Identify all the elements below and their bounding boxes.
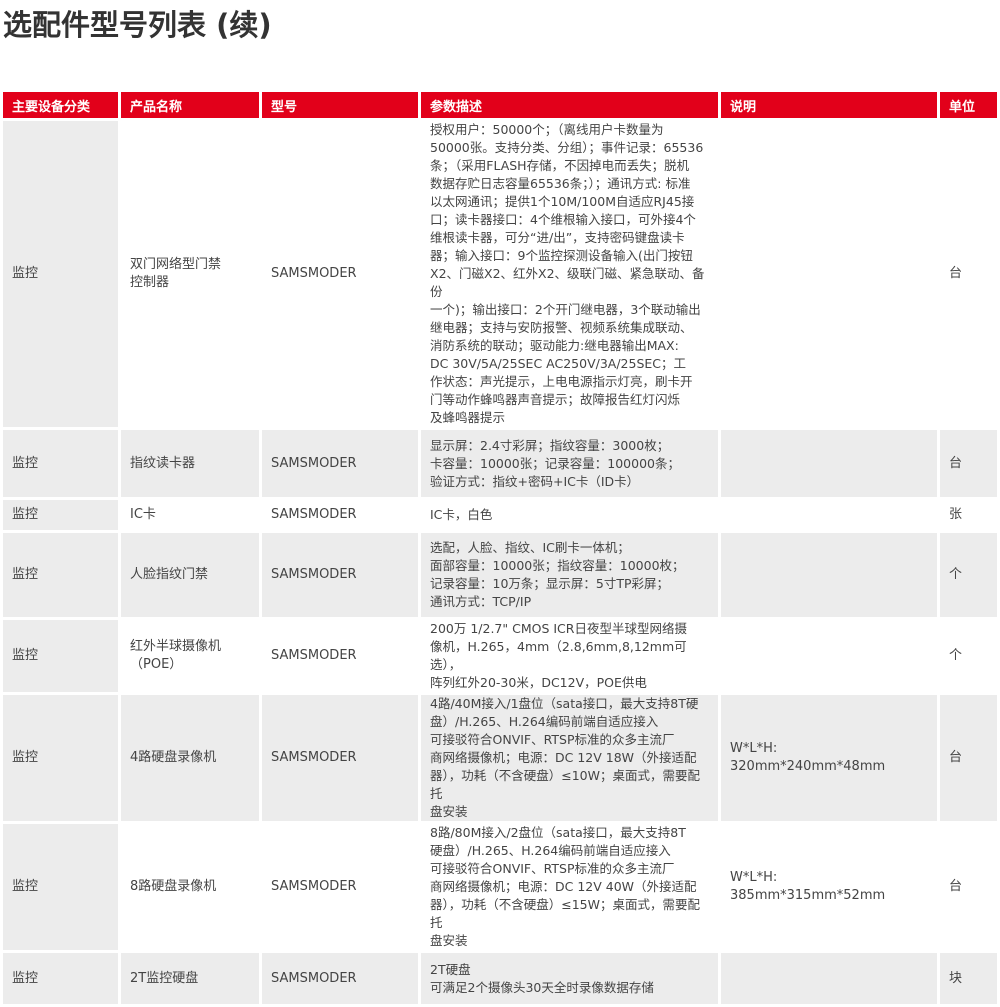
cell-unit: 台 [940,121,997,427]
header-unit: 单位 [940,92,997,118]
table-header: 主要设备分类 产品名称 型号 参数描述 说明 单位 [3,92,997,118]
cell-params: 200万 1/2.7" CMOS ICR日夜型半球型网络摄 像机，H.265，4… [421,620,718,692]
table-row: 监控 IC卡 SAMSMODER IC卡，白色 张 [3,500,997,530]
cell-unit: 台 [940,824,997,950]
cell-params: 2T硬盘 可满足2个摄像头30天全时录像数据存储 [421,953,718,1004]
accessory-table: 主要设备分类 产品名称 型号 参数描述 说明 单位 监控 双门网络型门禁 控制器 S… [0,89,1000,1007]
cell-model: SAMSMODER [262,620,418,692]
cell-note [721,620,937,692]
cell-note [721,953,937,1004]
cell-unit: 块 [940,953,997,1004]
cell-params: 授权用户：50000个；（离线用户卡数量为 50000张。支持分类、分组）；事件… [421,121,718,427]
cell-model: SAMSMODER [262,953,418,1004]
cell-category: 监控 [3,824,118,950]
cell-unit: 张 [940,500,997,530]
cell-category: 监控 [3,430,118,497]
cell-model: SAMSMODER [262,824,418,950]
page-title: 选配件型号列表 (续) [3,8,272,42]
cell-name: 红外半球摄像机 （POE） [121,620,259,692]
cell-name: 4路硬盘录像机 [121,695,259,821]
table-row: 监控 2T监控硬盘 SAMSMODER 2T硬盘 可满足2个摄像头30天全时录像数据存… [3,953,997,1004]
cell-model: SAMSMODER [262,430,418,497]
cell-note [721,121,937,427]
header-category: 主要设备分类 [3,92,118,118]
cell-params: 4路/40M接入/1盘位（sata接口，最大支持8T硬 盘）/H.265、H.2… [421,695,718,821]
cell-note: W*L*H: 320mm*240mm*48mm [721,695,937,821]
cell-name: 双门网络型门禁 控制器 [121,121,259,427]
cell-params: 8路/80M接入/2盘位（sata接口，最大支持8T 硬盘）/H.265、H.2… [421,824,718,950]
cell-name: 8路硬盘录像机 [121,824,259,950]
cell-name: IC卡 [121,500,259,530]
cell-category: 监控 [3,533,118,617]
cell-category: 监控 [3,620,118,692]
cell-note [721,430,937,497]
table-row: 监控 人脸指纹门禁 SAMSMODER 选配，人脸、指纹、IC刷卡一体机； 面部容量：… [3,533,997,617]
table-row: 监控 8路硬盘录像机 SAMSMODER 8路/80M接入/2盘位（sata接口，最大… [3,824,997,950]
cell-note [721,500,937,530]
cell-unit: 台 [940,430,997,497]
header-name: 产品名称 [121,92,259,118]
cell-name: 人脸指纹门禁 [121,533,259,617]
table-row: 监控 指纹读卡器 SAMSMODER 显示屏：2.4寸彩屏；指纹容量：3000枚； 卡… [3,430,997,497]
cell-category: 监控 [3,695,118,821]
header-model: 型号 [262,92,418,118]
header-note: 说明 [721,92,937,118]
cell-unit: 个 [940,620,997,692]
header-params: 参数描述 [421,92,718,118]
cell-unit: 台 [940,695,997,821]
cell-name: 指纹读卡器 [121,430,259,497]
table-row: 监控 双门网络型门禁 控制器 SAMSMODER 授权用户：50000个；（离线用户卡… [3,121,997,427]
cell-model: SAMSMODER [262,121,418,427]
cell-note [721,533,937,617]
cell-name: 2T监控硬盘 [121,953,259,1004]
table-row: 监控 4路硬盘录像机 SAMSMODER 4路/40M接入/1盘位（sata接口，最大… [3,695,997,821]
cell-unit: 个 [940,533,997,617]
cell-category: 监控 [3,500,118,530]
cell-params: IC卡，白色 [421,500,718,530]
cell-category: 监控 [3,953,118,1004]
cell-model: SAMSMODER [262,695,418,821]
cell-params: 选配，人脸、指纹、IC刷卡一体机； 面部容量：10000张；指纹容量：10000… [421,533,718,617]
cell-model: SAMSMODER [262,500,418,530]
cell-note: W*L*H: 385mm*315mm*52mm [721,824,937,950]
cell-params: 显示屏：2.4寸彩屏；指纹容量：3000枚； 卡容量：10000张；记录容量：1… [421,430,718,497]
cell-category: 监控 [3,121,118,427]
table-row: 监控 红外半球摄像机 （POE） SAMSMODER 200万 1/2.7" CMOS… [3,620,997,692]
cell-model: SAMSMODER [262,533,418,617]
